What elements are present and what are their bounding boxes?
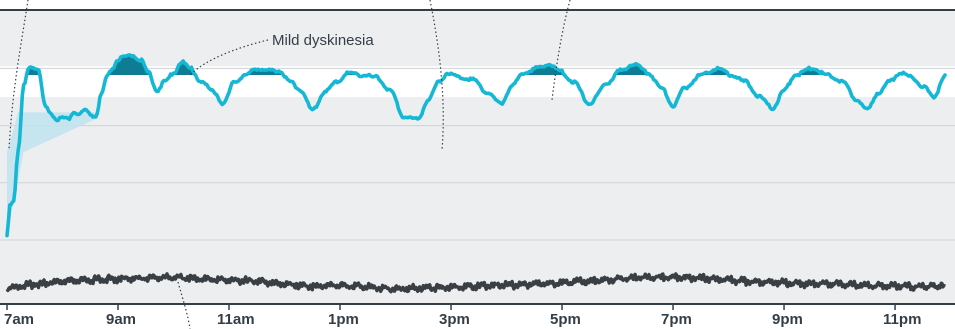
dyskinesia-area bbox=[173, 61, 195, 75]
leader-left bbox=[8, 0, 29, 151]
x-tick-label: 7am bbox=[4, 311, 34, 328]
x-tick-label: 11pm bbox=[883, 311, 921, 328]
dyskinesia-annotation: Mild dyskinesia bbox=[272, 32, 374, 49]
x-axis-ticks: 7am 9am 11am 1pm 3pm 5pm 7pm 9pm 11pm bbox=[4, 304, 921, 328]
leader-bottom bbox=[177, 281, 191, 329]
x-tick-label: 11am bbox=[217, 311, 255, 328]
leader-band bbox=[551, 0, 571, 101]
x-tick-label: 9pm bbox=[772, 311, 803, 328]
x-tick-label: 9am bbox=[106, 311, 136, 328]
x-tick-label: 3pm bbox=[439, 311, 470, 328]
leader-dyskinesia bbox=[189, 39, 269, 76]
gridlines bbox=[0, 67, 955, 241]
main-series-line bbox=[5, 53, 947, 238]
early-onset-fill bbox=[7, 112, 96, 236]
x-tick-label: 1pm bbox=[328, 311, 359, 328]
x-tick-label: 7pm bbox=[661, 311, 692, 328]
x-tick-label: 5pm bbox=[550, 311, 581, 328]
plot-background bbox=[0, 11, 955, 304]
secondary-series-line bbox=[5, 272, 946, 294]
